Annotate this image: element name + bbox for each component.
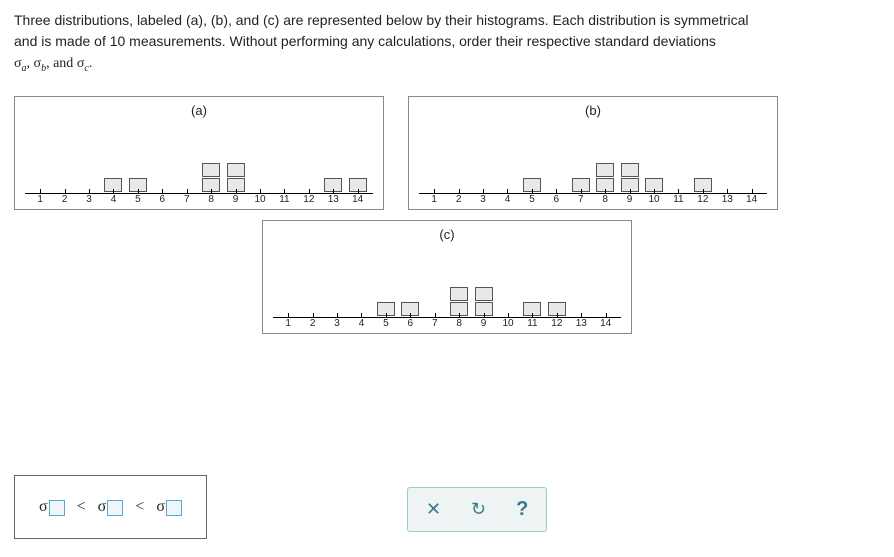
- histogram-c: (c) 1234567891011121314: [262, 220, 632, 334]
- subscript-input-3[interactable]: [166, 500, 182, 516]
- hist-block: [202, 163, 220, 177]
- x-tick: 7: [424, 318, 446, 329]
- problem-line-2: and is made of 10 measurements. Without …: [14, 33, 716, 49]
- x-tick: 13: [322, 194, 344, 205]
- hist-column: [618, 163, 640, 192]
- x-tick: 12: [546, 318, 568, 329]
- sigma-b: σ: [34, 56, 42, 71]
- answer-box: σ < σ < σ: [14, 475, 207, 539]
- x-tick: 11: [667, 194, 689, 205]
- hist-column: [200, 163, 222, 192]
- hist-block: [475, 287, 493, 301]
- problem-statement: Three distributions, labeled (a), (b), a…: [14, 10, 880, 76]
- x-tick: 10: [497, 318, 519, 329]
- x-tick: 3: [326, 318, 348, 329]
- histogram-c-ticks: 1234567891011121314: [273, 318, 621, 329]
- x-tick: 12: [298, 194, 320, 205]
- x-tick: 8: [200, 194, 222, 205]
- x-tick: 10: [643, 194, 665, 205]
- action-toolbar: ✕ ↻ ?: [407, 487, 547, 532]
- sigma-a: σ: [14, 56, 22, 71]
- x-tick: 11: [273, 194, 295, 205]
- x-tick: 2: [301, 318, 323, 329]
- x-tick: 4: [496, 194, 518, 205]
- sigma-symbol-3: σ: [156, 498, 165, 516]
- x-tick: 9: [472, 318, 494, 329]
- histogram-c-label: (c): [273, 227, 621, 242]
- histogram-a-area: [25, 122, 373, 192]
- histogram-row-1: (a) 1234567891011121314 (b) 123456789101…: [14, 96, 880, 210]
- histogram-b-ticks: 1234567891011121314: [419, 194, 767, 205]
- hist-column: [472, 287, 494, 316]
- histogram-a: (a) 1234567891011121314: [14, 96, 384, 210]
- subscript-input-1[interactable]: [49, 500, 65, 516]
- hist-block: [450, 287, 468, 301]
- answer-slot-1[interactable]: σ: [39, 498, 65, 516]
- sigma-symbol-1: σ: [39, 498, 48, 516]
- x-tick: 12: [692, 194, 714, 205]
- hist-column: [594, 163, 616, 192]
- x-tick: 5: [521, 194, 543, 205]
- sep-2: , and: [46, 56, 77, 71]
- x-tick: 5: [375, 318, 397, 329]
- problem-line-1: Three distributions, labeled (a), (b), a…: [14, 12, 749, 28]
- bottom-row: σ < σ < σ ✕ ↻ ?: [14, 475, 880, 539]
- x-tick: 7: [570, 194, 592, 205]
- histogram-b: (b) 1234567891011121314: [408, 96, 778, 210]
- x-tick: 4: [102, 194, 124, 205]
- reset-button[interactable]: ↻: [471, 499, 486, 520]
- sigma-symbol-2: σ: [98, 498, 107, 516]
- x-tick: 8: [448, 318, 470, 329]
- histogram-c-area: [273, 246, 621, 316]
- x-tick: 9: [618, 194, 640, 205]
- x-tick: 8: [594, 194, 616, 205]
- help-button[interactable]: ?: [516, 498, 528, 521]
- x-tick: 6: [399, 318, 421, 329]
- hist-block: [596, 163, 614, 177]
- histogram-b-label: (b): [419, 103, 767, 118]
- hist-column: [224, 163, 246, 192]
- less-than-2: <: [135, 498, 144, 516]
- x-tick: 13: [716, 194, 738, 205]
- x-tick: 6: [151, 194, 173, 205]
- sep-3: .: [89, 56, 93, 71]
- x-tick: 14: [594, 318, 616, 329]
- histogram-a-ticks: 1234567891011121314: [25, 194, 373, 205]
- sep-1: ,: [27, 56, 34, 71]
- x-tick: 3: [78, 194, 100, 205]
- x-tick: 2: [53, 194, 75, 205]
- x-tick: 1: [277, 318, 299, 329]
- subscript-input-2[interactable]: [107, 500, 123, 516]
- x-tick: 4: [350, 318, 372, 329]
- histogram-row-2: (c) 1234567891011121314: [14, 220, 880, 334]
- problem-sigmas: σa, σb, and σc.: [14, 56, 92, 71]
- less-than-1: <: [77, 498, 86, 516]
- x-tick: 14: [346, 194, 368, 205]
- x-tick: 5: [127, 194, 149, 205]
- hist-column: [448, 287, 470, 316]
- x-tick: 6: [545, 194, 567, 205]
- x-tick: 13: [570, 318, 592, 329]
- hist-block: [621, 163, 639, 177]
- x-tick: 1: [423, 194, 445, 205]
- answer-slot-2[interactable]: σ: [98, 498, 124, 516]
- x-tick: 10: [249, 194, 271, 205]
- x-tick: 1: [29, 194, 51, 205]
- clear-button[interactable]: ✕: [426, 499, 441, 520]
- histogram-b-area: [419, 122, 767, 192]
- x-tick: 3: [472, 194, 494, 205]
- x-tick: 2: [447, 194, 469, 205]
- x-tick: 11: [521, 318, 543, 329]
- hist-block: [227, 163, 245, 177]
- answer-slot-3[interactable]: σ: [156, 498, 182, 516]
- x-tick: 9: [224, 194, 246, 205]
- histogram-a-label: (a): [25, 103, 373, 118]
- x-tick: 14: [740, 194, 762, 205]
- x-tick: 7: [176, 194, 198, 205]
